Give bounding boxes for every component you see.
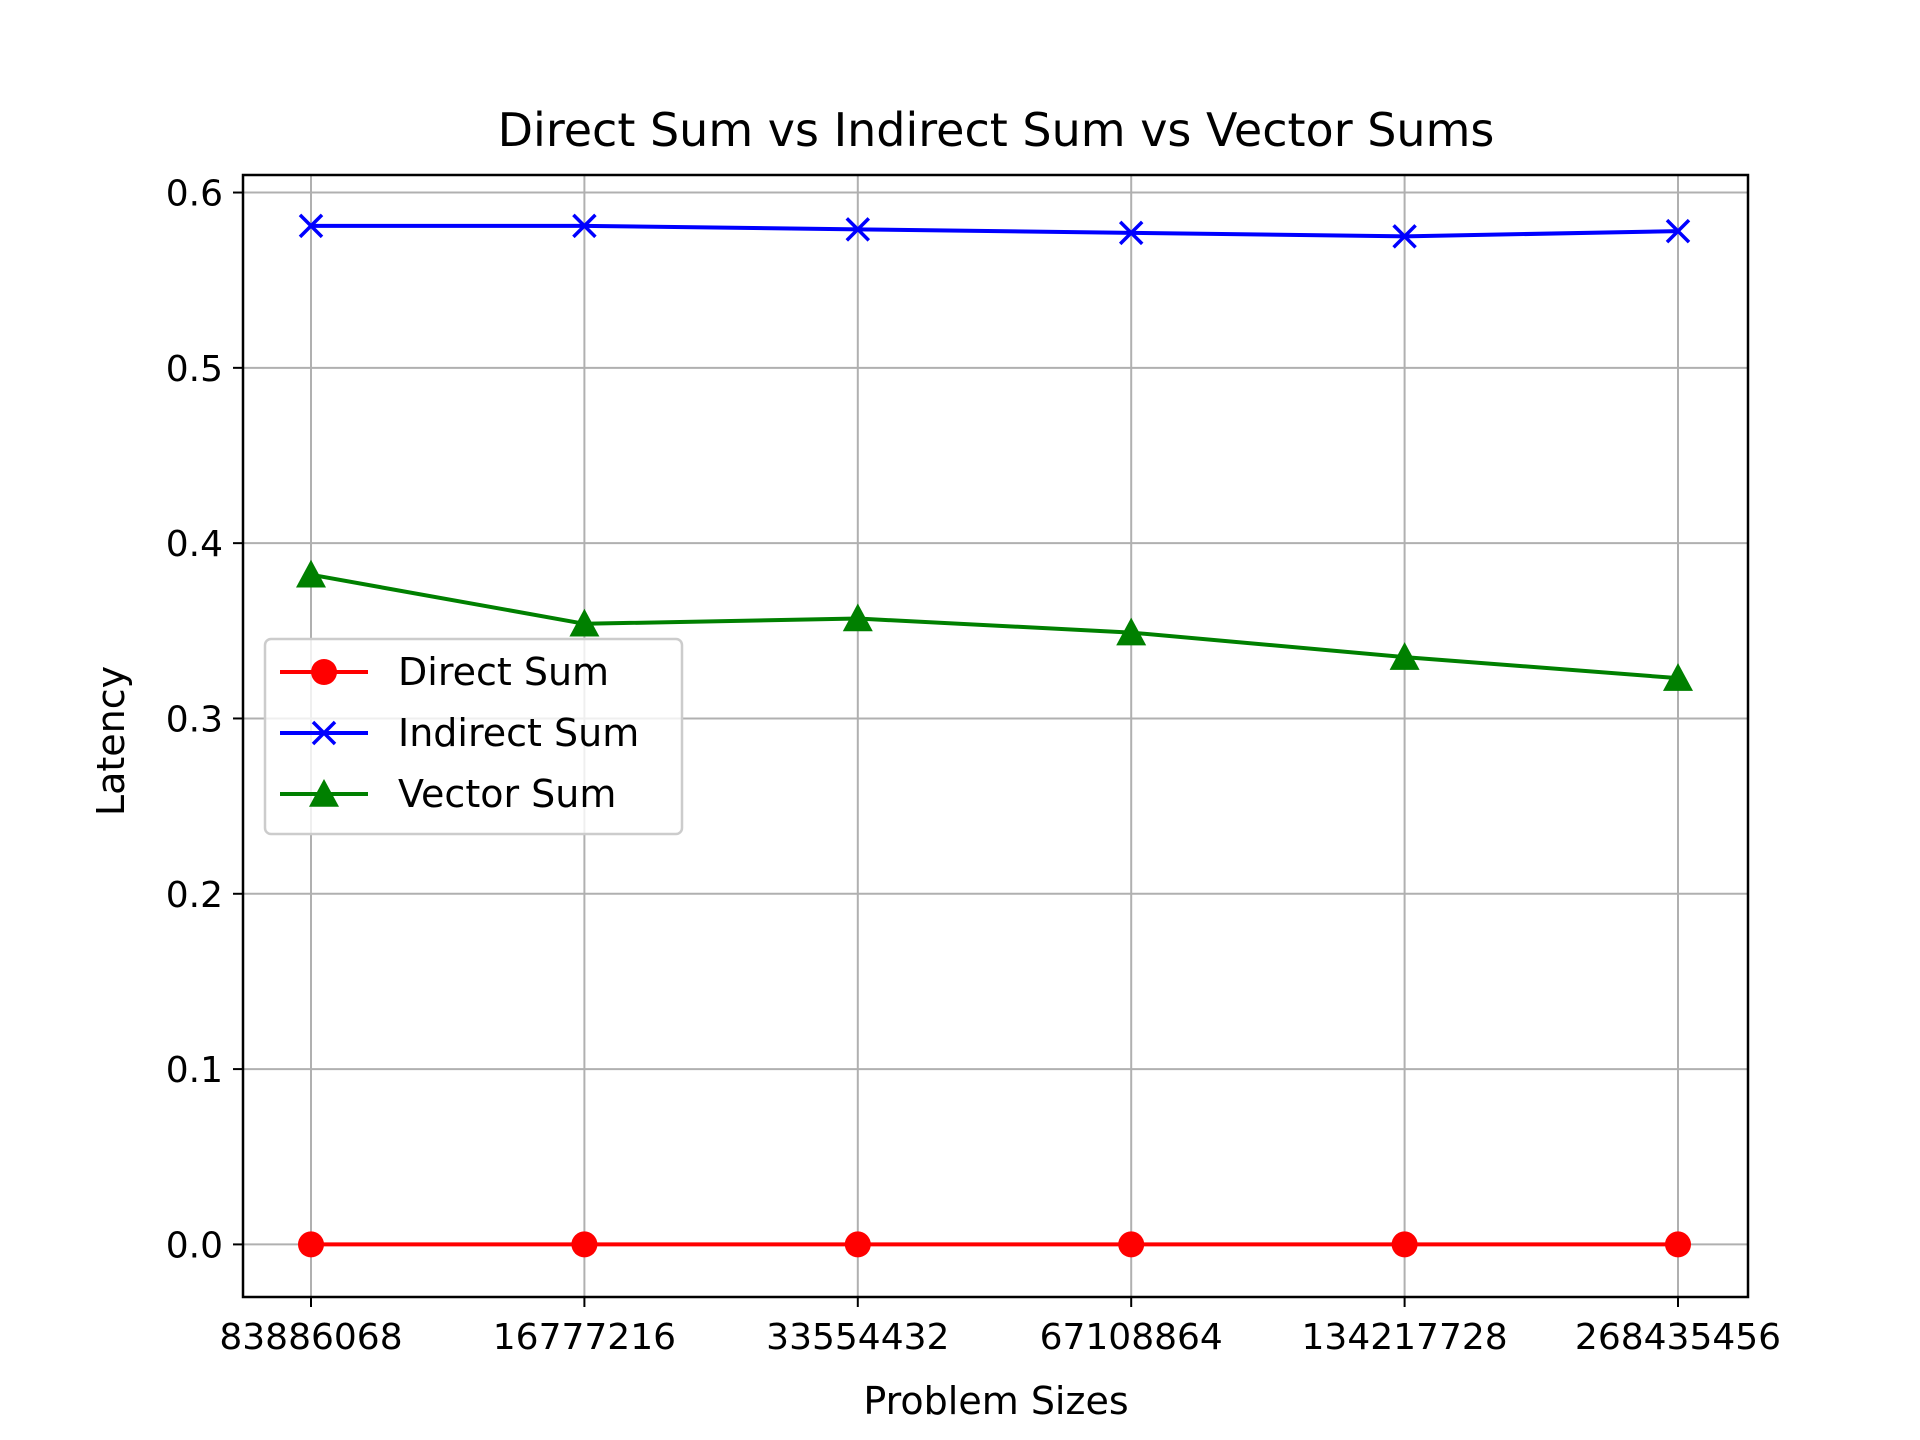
data-point [1663,663,1693,691]
y-tick-label: 0.3 [166,699,223,740]
series-direct-sum [298,1231,1691,1258]
data-point [298,1231,324,1258]
legend-label: Direct Sum [398,650,609,694]
legend-marker [309,779,339,807]
data-point [844,1231,871,1258]
legend-item: Direct Sum [280,650,609,694]
legend-marker [311,659,337,685]
data-point [1116,617,1147,646]
legend-marker [311,720,337,746]
y-tick-label: 0.5 [166,349,223,390]
y-tick-label: 0.4 [166,524,223,565]
data-point [1665,1231,1691,1258]
x-tick-label: 16777216 [493,1317,676,1358]
y-tick-label: 0.2 [166,875,223,916]
series-indirect-sum [298,213,1691,249]
x-tick-label: 83886068 [219,1317,402,1358]
legend-item: Vector Sum [280,772,616,816]
y-tick-label: 0.6 [166,174,223,215]
chart-title: Direct Sum vs Indirect Sum vs Vector Sum… [498,103,1495,157]
x-tick-label: 268435456 [1575,1317,1781,1358]
data-point [845,217,871,242]
legend-box [263,637,684,836]
data-point [1392,224,1417,249]
y-axis-label: Latency [89,666,133,816]
data-point [298,213,324,239]
x-axis: 83886068 16777216 33554432 67108864 13421772… [219,1297,1781,1358]
y-axis: 0.0 0.1 0.2 0.3 0.4 0.5 0.6 [166,174,243,1266]
legend-items: Direct Sum Indirect Sum Vector Sum [280,650,639,816]
data-point [572,213,597,239]
data-point [569,608,600,637]
data-point [571,1231,598,1258]
x-tick-label: 134217728 [1302,1317,1508,1358]
data-point [1118,1231,1145,1258]
x-axis-label: Problem Sizes [863,1379,1128,1423]
data-point [1389,642,1420,670]
legend-label: Vector Sum [398,772,616,816]
series-line [311,223,1679,239]
data-point [296,559,326,588]
x-tick-label: 33554432 [766,1317,949,1358]
x-tick-label: 67108864 [1040,1317,1223,1358]
series-vector-sum [296,559,1693,691]
data-point [1118,220,1144,246]
y-tick-label: 0.1 [166,1050,223,1091]
data-point [1665,218,1691,244]
data-point [1391,1231,1418,1258]
series-line [310,572,1679,681]
plot-frame [241,173,1750,1299]
legend: Direct Sum Indirect Sum Vector Sum [263,637,684,836]
data-point [842,603,873,632]
y-tick-label: 0.0 [166,1225,223,1266]
legend-label: Indirect Sum [398,711,639,755]
legend-item: Indirect Sum [280,711,639,755]
grid [243,175,1748,1297]
plot-series [296,213,1693,1258]
